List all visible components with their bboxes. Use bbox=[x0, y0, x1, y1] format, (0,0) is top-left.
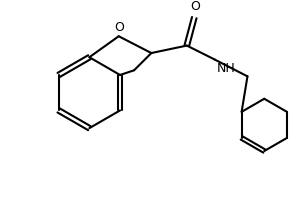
Text: O: O bbox=[190, 0, 200, 13]
Text: NH: NH bbox=[217, 62, 236, 75]
Text: O: O bbox=[114, 21, 124, 34]
